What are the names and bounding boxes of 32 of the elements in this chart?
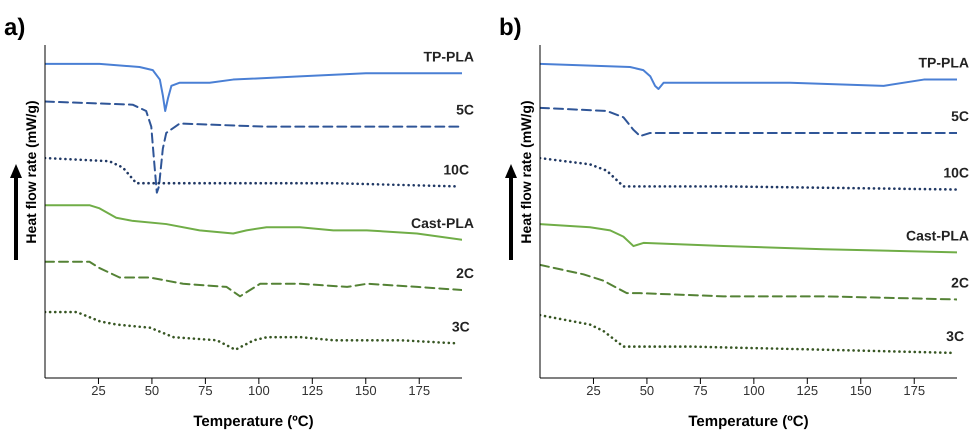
x-tick-label: 125 xyxy=(796,383,818,398)
series-label: 10C xyxy=(443,161,470,178)
x-tick-label: 50 xyxy=(144,383,160,398)
series-label: 5C xyxy=(951,108,969,124)
x-tick-label: 150 xyxy=(850,383,872,398)
chart-title: b) xyxy=(499,14,522,42)
series-label: 5C xyxy=(456,102,474,118)
series-label: Cast-PLA xyxy=(906,227,969,244)
x-tick-label: 100 xyxy=(248,383,270,398)
x-tick-label: 25 xyxy=(586,383,601,398)
series-label: TP-PLA xyxy=(918,54,969,71)
y-axis-title: Heat flow rate (mW/g) xyxy=(518,99,534,246)
x-tick-label: 75 xyxy=(693,383,708,398)
x-tick-label: 100 xyxy=(742,383,765,398)
x-axis-title: Temperature (ºC) xyxy=(688,413,809,430)
x-tick-label: 125 xyxy=(301,383,324,398)
x-tick-label: 25 xyxy=(91,383,106,398)
series-label: 2C xyxy=(456,265,474,282)
series-label: 10C xyxy=(943,164,969,181)
series-label: 2C xyxy=(951,274,969,290)
series-label: 3C xyxy=(946,328,964,344)
chart-title: a) xyxy=(4,14,26,42)
x-tick-label: 175 xyxy=(408,383,430,398)
x-tick-label: 175 xyxy=(903,383,926,398)
series-label: TP-PLA xyxy=(423,48,474,64)
x-tick-label: 150 xyxy=(354,383,377,398)
series-label: 3C xyxy=(452,318,470,334)
series-label: Cast-PLA xyxy=(410,214,474,231)
x-tick-label: 50 xyxy=(640,383,654,398)
x-axis-title: Temperature (ºC) xyxy=(193,413,314,430)
x-tick-label: 75 xyxy=(198,383,213,398)
y-axis-title: Heat flow rate (mW/g) xyxy=(23,99,39,246)
